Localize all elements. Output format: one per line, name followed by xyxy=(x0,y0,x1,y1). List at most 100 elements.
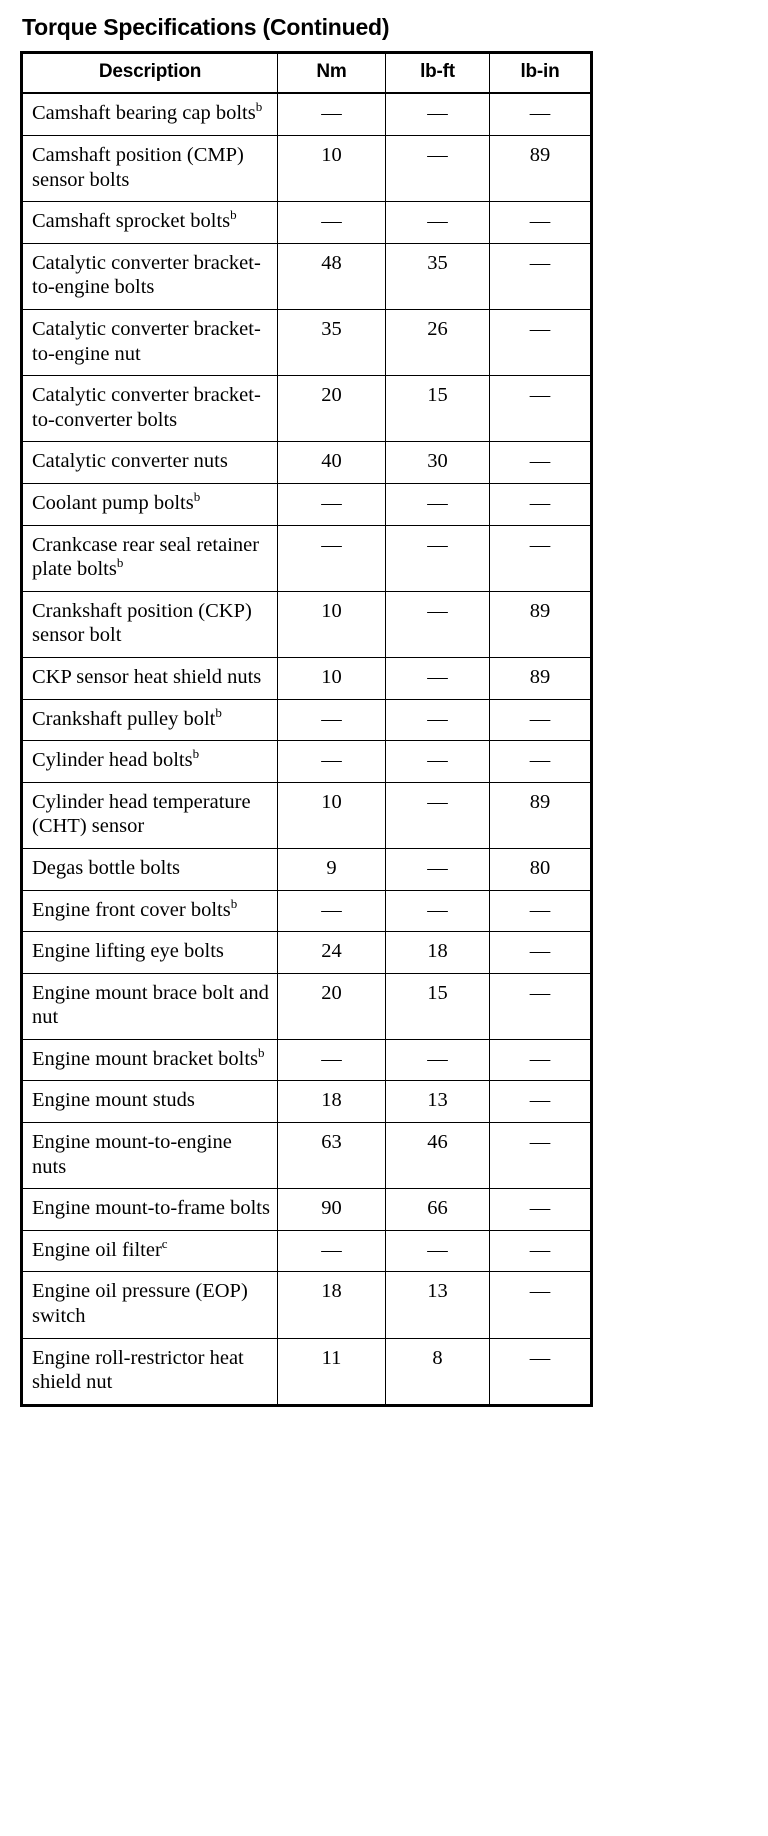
table-row: CKP sensor heat shield nuts 10—89 xyxy=(21,656,592,700)
torque-specifications-table: Description Nm lb-ft lb-in Camshaft bear… xyxy=(20,51,593,1407)
cell-nm: — xyxy=(277,92,386,137)
cell-description: Engine oil pressure (EOP) switch xyxy=(21,1271,278,1339)
cell-nm: 90 xyxy=(277,1188,386,1231)
column-header-nm: Nm xyxy=(277,52,386,94)
cell-description: Engine mount studs xyxy=(21,1080,278,1124)
table-row: Cylinder head temperature (CHT) sensor 10… xyxy=(21,781,592,849)
cell-nm: 63 xyxy=(277,1122,386,1190)
cell-lb-ft: — xyxy=(385,1038,490,1082)
cell-lb-ft: 66 xyxy=(385,1188,490,1231)
table-row: Crankshaft pulley boltb — — — xyxy=(21,698,592,742)
cell-lb-in: 89 xyxy=(489,781,592,849)
cell-description: Catalytic converter bracket-to-converter… xyxy=(21,375,278,443)
column-header-lb-in: lb-in xyxy=(489,52,592,94)
table-row: Camshaft position (CMP) sensor bolts 10—8… xyxy=(21,135,592,203)
cell-lb-in: 80 xyxy=(489,847,592,891)
table-row: Cylinder head boltsb — — — xyxy=(21,740,592,783)
table-row: Catalytic converter bracket-to-engine bo… xyxy=(21,242,592,311)
table-row: Crankshaft position (CKP) sensor bolt 10—… xyxy=(21,590,592,658)
cell-lb-ft: 26 xyxy=(385,308,490,377)
cell-nm: 11 xyxy=(277,1337,386,1406)
table-row: Engine oil pressure (EOP) switch 18 13— xyxy=(21,1271,592,1339)
cell-nm: 24 xyxy=(277,931,386,974)
cell-lb-in: — xyxy=(489,242,592,311)
table-row: Degas bottle bolts 9—80 xyxy=(21,847,592,891)
page-title: Torque Specifications (Continued) xyxy=(22,14,390,40)
cell-lb-ft: — xyxy=(385,781,490,849)
cell-description: Engine roll-restrictor heat shield nut xyxy=(21,1337,278,1406)
table-row: Engine oil filterc — — — xyxy=(21,1229,592,1273)
cell-lb-ft: — xyxy=(385,656,490,700)
cell-lb-in: — xyxy=(489,972,592,1040)
torque-specifications-table-wrapper: Description Nm lb-ft lb-in Camshaft bear… xyxy=(20,51,593,1407)
footnote-marker: b xyxy=(192,746,200,762)
cell-lb-ft: — xyxy=(385,524,490,592)
table-row: Camshaft bearing cap boltsb — — — xyxy=(21,92,592,137)
table-row: Engine front cover boltsb — — — xyxy=(21,889,592,933)
cell-description: Camshaft bearing cap boltsb xyxy=(21,92,278,137)
cell-nm: 40 xyxy=(277,441,386,484)
cell-description: Engine mount brace bolt and nut xyxy=(21,972,278,1040)
cell-lb-ft: 35 xyxy=(385,242,490,311)
cell-description: Crankcase rear seal retainer plate bolts… xyxy=(21,524,278,592)
cell-lb-ft: 30 xyxy=(385,441,490,484)
cell-lb-in: — xyxy=(489,92,592,137)
cell-lb-ft: — xyxy=(385,698,490,742)
cell-description: Crankshaft pulley boltb xyxy=(21,698,278,742)
cell-nm: 10 xyxy=(277,135,386,203)
cell-lb-in: 89 xyxy=(489,656,592,700)
table-row: Engine mount bracket boltsb — — — xyxy=(21,1038,592,1082)
cell-nm: 10 xyxy=(277,656,386,700)
column-header-lb-ft: lb-ft xyxy=(385,52,490,94)
cell-lb-in: — xyxy=(489,308,592,377)
cell-description: Engine front cover boltsb xyxy=(21,889,278,933)
footnote-marker: b xyxy=(215,704,222,720)
cell-lb-in: — xyxy=(489,482,592,526)
cell-lb-ft: 13 xyxy=(385,1271,490,1339)
cell-description: Camshaft sprocket boltsb xyxy=(21,201,278,244)
cell-description: Engine mount-to-engine nuts xyxy=(21,1122,278,1190)
cell-nm: — xyxy=(277,889,386,933)
cell-lb-ft: 15 xyxy=(385,375,490,443)
footnote-marker: b xyxy=(230,207,237,223)
cell-nm: — xyxy=(277,482,386,526)
cell-nm: — xyxy=(277,1038,386,1082)
table-row: Camshaft sprocket boltsb — — — xyxy=(21,201,592,244)
table-row: Engine roll-restrictor heat shield nut 11… xyxy=(21,1337,592,1406)
table-row: Engine mount-to-engine nuts 63 46— xyxy=(21,1122,592,1190)
cell-description: CKP sensor heat shield nuts xyxy=(21,656,278,700)
column-header-description: Description xyxy=(21,52,278,94)
table-body: Camshaft bearing cap boltsb — — — Camshaft p… xyxy=(21,92,592,1406)
footnote-marker: b xyxy=(258,1045,265,1061)
table-header: Description Nm lb-ft lb-in xyxy=(21,52,592,94)
cell-lb-in: — xyxy=(489,1122,592,1190)
cell-nm: 9 xyxy=(277,847,386,891)
cell-nm: 10 xyxy=(277,590,386,658)
cell-lb-in: — xyxy=(489,698,592,742)
table-row: Crankcase rear seal retainer plate bolts… xyxy=(21,524,592,592)
cell-description: Engine oil filterc xyxy=(21,1229,278,1273)
cell-description: Crankshaft position (CKP) sensor bolt xyxy=(21,590,278,658)
cell-lb-in: — xyxy=(489,1271,592,1339)
table-header-row: Description Nm lb-ft lb-in xyxy=(21,52,592,94)
cell-nm: — xyxy=(277,698,386,742)
cell-lb-in: — xyxy=(489,1038,592,1082)
cell-nm: 20 xyxy=(277,375,386,443)
table-row: Catalytic converter bracket-to-engine nu… xyxy=(21,308,592,377)
cell-lb-ft: 46 xyxy=(385,1122,490,1190)
cell-lb-ft: — xyxy=(385,482,490,526)
cell-lb-ft: 18 xyxy=(385,931,490,974)
footnote-marker: b xyxy=(193,489,201,505)
cell-lb-ft: — xyxy=(385,889,490,933)
cell-lb-in: — xyxy=(489,1080,592,1124)
cell-lb-ft: — xyxy=(385,590,490,658)
cell-lb-in: — xyxy=(489,931,592,974)
cell-nm: 20 xyxy=(277,972,386,1040)
cell-description: Engine mount bracket boltsb xyxy=(21,1038,278,1082)
cell-lb-in: 89 xyxy=(489,590,592,658)
cell-lb-in: — xyxy=(489,1337,592,1406)
table-row: Engine lifting eye bolts 24 18— xyxy=(21,931,592,974)
cell-lb-ft: — xyxy=(385,740,490,783)
cell-lb-ft: — xyxy=(385,92,490,137)
cell-lb-in: — xyxy=(489,375,592,443)
